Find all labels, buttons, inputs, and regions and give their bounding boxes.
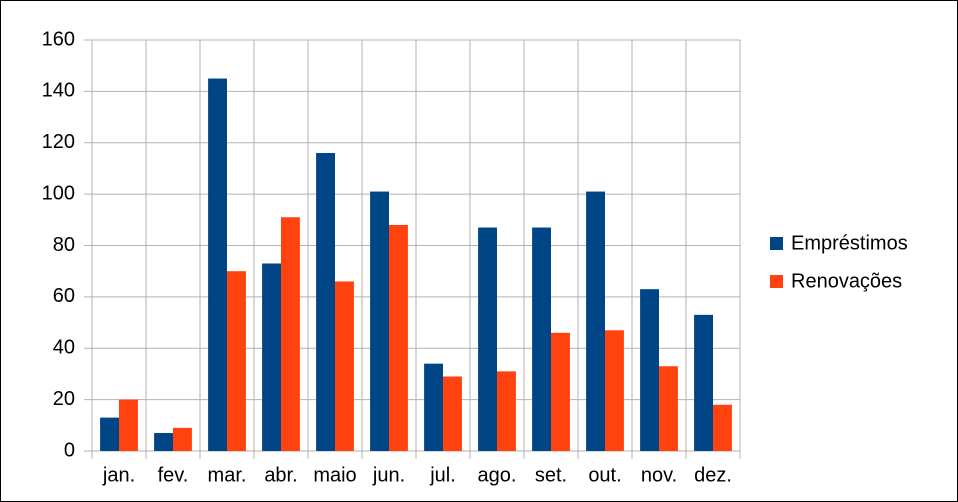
- y-tick-label: 100: [42, 182, 75, 204]
- x-tick-label: fev.: [158, 464, 189, 486]
- bar: [281, 217, 300, 451]
- bar: [551, 332, 570, 451]
- bar: [370, 191, 389, 451]
- x-tick-label: maio: [313, 464, 356, 486]
- bar: [659, 366, 678, 451]
- bar: [389, 224, 408, 451]
- bar: [424, 363, 443, 451]
- bar: [100, 417, 119, 451]
- x-tick-label: mar.: [208, 464, 247, 486]
- bar: [694, 314, 713, 451]
- x-tick-label: jul.: [429, 464, 456, 486]
- bar: [532, 227, 551, 451]
- legend-label: Empréstimos: [791, 232, 908, 254]
- bar: [605, 330, 624, 451]
- bar: [227, 271, 246, 451]
- x-tick-label: ago.: [478, 464, 517, 486]
- x-tick-label: jun.: [372, 464, 405, 486]
- bar: [443, 376, 462, 451]
- bar: [335, 281, 354, 451]
- legend-label: Renovações: [791, 270, 902, 292]
- bar: [478, 227, 497, 451]
- bar: [713, 404, 732, 451]
- x-tick-label: nov.: [641, 464, 677, 486]
- y-tick-label: 160: [42, 28, 75, 50]
- y-tick-label: 60: [53, 285, 75, 307]
- x-tick-label: jan.: [102, 464, 135, 486]
- bar: [154, 433, 173, 451]
- x-tick-label: out.: [588, 464, 621, 486]
- bar: [208, 78, 227, 451]
- y-tick-label: 140: [42, 80, 75, 102]
- x-tick-label: dez.: [694, 464, 732, 486]
- legend-swatch: [770, 275, 783, 288]
- x-tick-label: set.: [535, 464, 567, 486]
- y-tick-label: 0: [64, 439, 75, 461]
- y-tick-label: 20: [53, 388, 75, 410]
- legend-swatch: [770, 237, 783, 250]
- bar: [262, 263, 281, 451]
- y-tick-label: 120: [42, 131, 75, 153]
- y-tick-label: 80: [53, 234, 75, 256]
- bar: [316, 153, 335, 451]
- x-tick-label: abr.: [264, 464, 297, 486]
- bar: [173, 427, 192, 451]
- bar: [640, 289, 659, 451]
- bar: [497, 371, 516, 451]
- bar: [586, 191, 605, 451]
- bar: [119, 399, 138, 451]
- y-tick-label: 40: [53, 337, 75, 359]
